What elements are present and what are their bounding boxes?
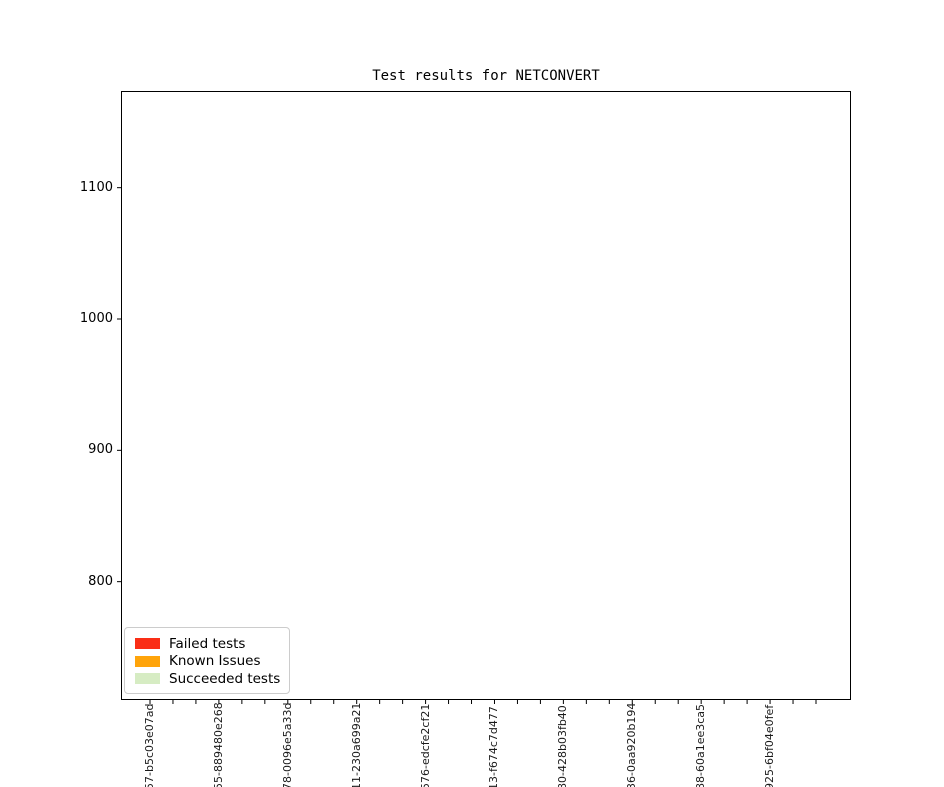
y-tick-label-1000: 1000 bbox=[79, 311, 113, 326]
legend-label-failed-tests: Failed tests bbox=[169, 635, 246, 652]
legend-item-known: Known Issues bbox=[135, 653, 279, 670]
legend-swatch-known-issues bbox=[135, 655, 160, 667]
x-tick-label: 55-889480e268 bbox=[211, 702, 225, 787]
x-tick-label: 78-0096e5a33d bbox=[280, 702, 294, 787]
y-tick-label-900: 900 bbox=[88, 442, 113, 458]
legend-label-succeeded-tests: Succeeded tests bbox=[169, 670, 281, 687]
x-tick-label: 36-0aa920b194 bbox=[625, 702, 639, 787]
legend-label-known-issues: Known Issues bbox=[169, 653, 261, 669]
legend: Failed tests Known Issues Succeeded test… bbox=[124, 627, 290, 694]
x-tick-label: 925-6bf04e0fef bbox=[763, 704, 777, 787]
chart-title: Test results for NETCONVERT bbox=[372, 68, 600, 84]
legend-item-failed: Failed tests bbox=[135, 635, 279, 652]
x-tick-label: 57-b5c03e07ad bbox=[143, 703, 156, 787]
legend-swatch-failed-tests bbox=[135, 638, 160, 649]
x-tick-label: 13-f674c7d477 bbox=[487, 706, 501, 787]
x-tick-label: 88-60a1ee3ca5 bbox=[694, 703, 708, 787]
x-tick-label: 80-428b03fb40 bbox=[556, 705, 570, 787]
x-tick-label: 576-edcfe2cf21 bbox=[418, 703, 432, 787]
x-tick-label: 11-230a699a21 bbox=[349, 702, 363, 787]
legend-item-succeeded: Succeeded tests bbox=[135, 670, 281, 687]
y-tick-label-800: 800 bbox=[88, 573, 113, 589]
legend-swatch-succeeded-tests bbox=[135, 673, 160, 684]
y-tick-label-1100: 1100 bbox=[79, 179, 113, 195]
plot-area bbox=[121, 91, 851, 700]
